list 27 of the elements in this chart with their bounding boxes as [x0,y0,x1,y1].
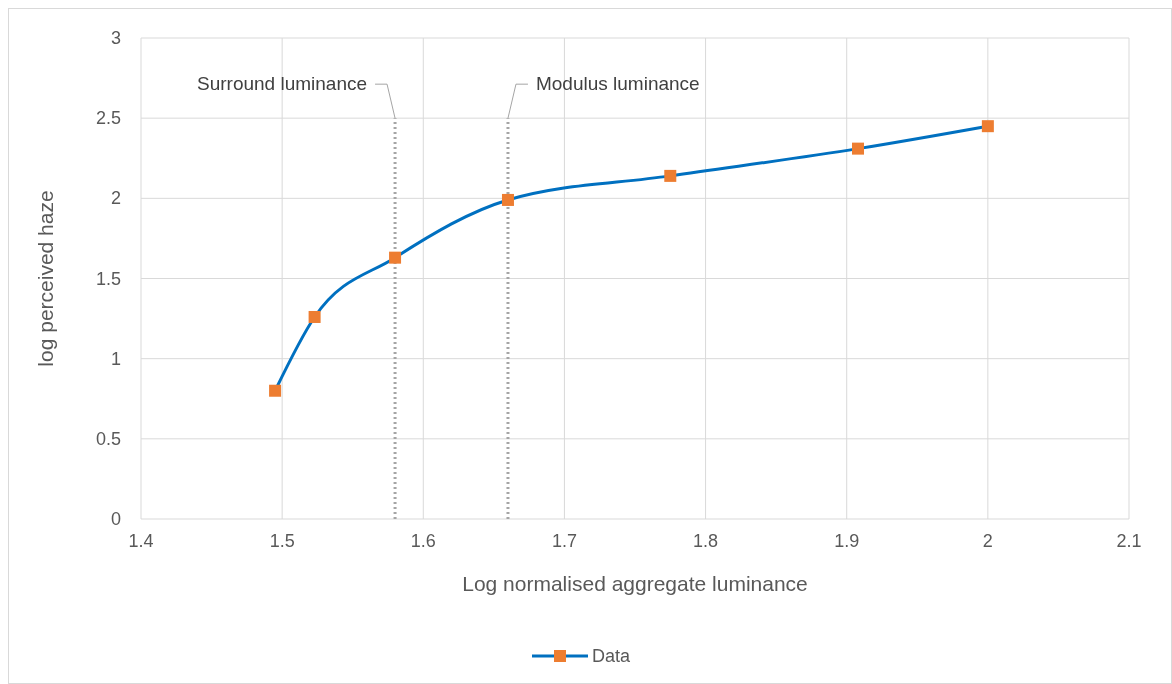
x-tick-label: 1.5 [269,531,295,551]
y-tick-label: 0 [110,509,121,529]
point [389,251,402,264]
y-tick-label: 1 [110,348,121,369]
point [981,120,994,133]
y-tick-label: 2.5 [95,108,121,129]
y-tick-label: 1.5 [95,268,121,289]
y-axis-title: log perceived haze [34,190,57,367]
point [308,310,321,323]
x-tick-label: 1.6 [410,531,436,551]
point [664,169,677,182]
x-tick-label: 2 [982,531,993,551]
x-tick-label: 1.4 [128,531,154,551]
point [501,193,514,206]
y-tick-label: 3 [110,28,121,48]
ref-line-label: Modulus luminance [535,73,700,95]
point [269,384,282,397]
legend-label: Data [592,646,632,666]
x-tick-label: 2.1 [1116,531,1142,551]
x-tick-label: 1.8 [693,531,719,551]
x-tick-label: 1.9 [834,531,860,551]
x-axis-title: Log normalised aggregate luminance [462,572,808,595]
y-tick-label: 0.5 [95,428,121,449]
ref-line-label: Surround luminance [197,73,368,95]
x-tick-label: 1.7 [551,531,577,551]
point [852,142,865,155]
y-tick-label: 2 [110,188,121,209]
